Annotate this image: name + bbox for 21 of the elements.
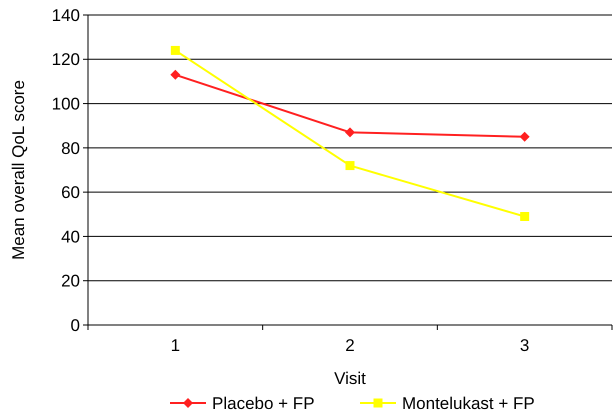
- y-tick-label: 120: [52, 50, 80, 70]
- point: [346, 161, 354, 170]
- legend-label: Montelukast + FP: [402, 394, 535, 413]
- x-axis-title: Visit: [334, 369, 366, 388]
- x-tick-label: 1: [170, 336, 180, 355]
- point: [170, 70, 180, 80]
- legend-label: Placebo + FP: [212, 394, 315, 413]
- y-tick-label: 20: [61, 272, 80, 291]
- point: [520, 212, 530, 221]
- y-tick-label: 100: [52, 94, 80, 114]
- point: [345, 127, 355, 138]
- y-tick-label: 60: [61, 183, 80, 202]
- y-tick-label: 80: [61, 138, 80, 158]
- y-tick-label: 140: [52, 6, 80, 25]
- point: [520, 132, 530, 142]
- point: [170, 46, 180, 55]
- y-axis-title: Mean overall QoL score: [9, 80, 28, 260]
- y-tick-label: 40: [61, 227, 80, 246]
- y-tick-label: 0: [70, 316, 80, 335]
- x-tick-label: 2: [345, 336, 355, 355]
- x-tick-label: 3: [520, 336, 530, 355]
